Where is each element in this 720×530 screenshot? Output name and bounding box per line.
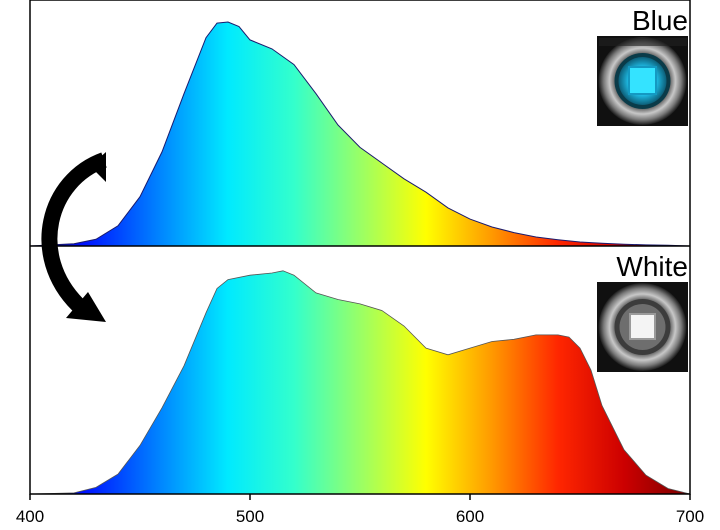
white-spectrum-area [29,270,691,495]
x-tick-label-600: 600 [456,507,484,526]
curved-arrow-icon [41,152,108,322]
panel-label-blue: Blue [632,5,688,36]
x-tick-label-400: 400 [16,507,44,526]
plot-frame [29,0,691,495]
panel-label-white: White [616,251,688,282]
x-tick-label-500: 500 [236,507,264,526]
blue-spectrum-area [29,21,691,247]
x-tick-label-700: 700 [676,507,704,526]
white-led-photo [597,282,688,372]
x-axis: 400 500 600 700 [16,494,704,526]
blue-led-photo [597,36,688,126]
